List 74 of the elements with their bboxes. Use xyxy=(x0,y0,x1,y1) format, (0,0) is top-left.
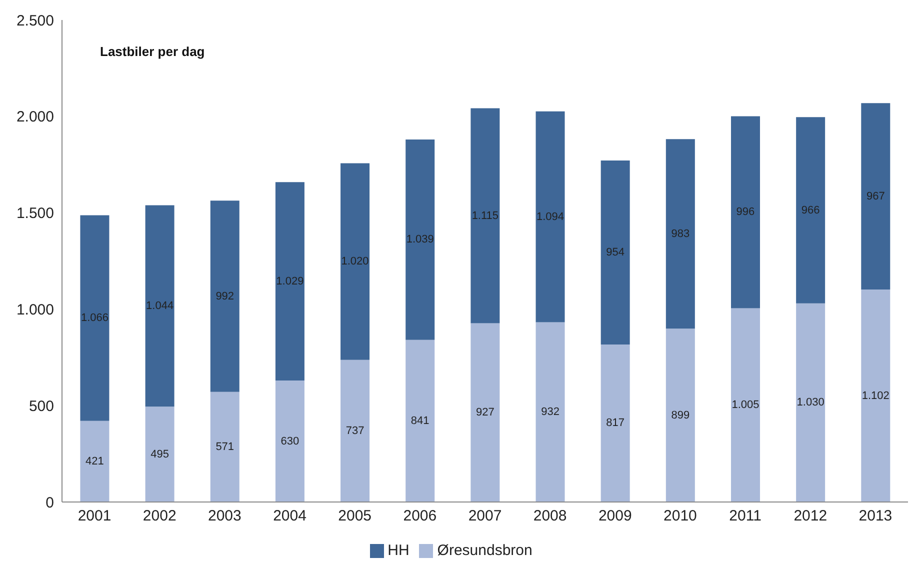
data-label: 841 xyxy=(410,414,430,427)
bar xyxy=(275,380,304,502)
data-label: 1.030 xyxy=(796,396,824,409)
bar xyxy=(666,328,695,502)
y-tick-label: 2.000 xyxy=(16,108,54,126)
bar xyxy=(730,116,760,308)
y-tick-label: 500 xyxy=(28,398,54,415)
data-label: 1.020 xyxy=(341,256,369,268)
text: Lastbiler per dag xyxy=(100,44,205,59)
y-tick-label: 1.000 xyxy=(16,302,54,319)
y-tick-label: 2.500 xyxy=(16,12,54,30)
legend-label: Øresundsbron xyxy=(437,542,532,559)
x-tick-label: 2011 xyxy=(729,508,762,525)
x-tick-label: 2002 xyxy=(142,508,176,525)
bar xyxy=(796,303,826,502)
data-label: 996 xyxy=(736,206,755,218)
x-tick-label: 2007 xyxy=(468,508,502,525)
bar xyxy=(80,420,110,502)
legend-label: HH xyxy=(388,542,410,559)
y-tick-label: 0 xyxy=(46,494,54,512)
bar xyxy=(470,108,500,324)
data-label: 630 xyxy=(280,435,300,448)
x-tick-label: 2006 xyxy=(403,508,437,525)
x-tick-label: 2003 xyxy=(208,508,242,525)
x-tick-label: 2004 xyxy=(273,508,306,525)
bar xyxy=(730,308,760,502)
x-tick-label: 2001 xyxy=(78,508,112,525)
bar xyxy=(340,163,370,360)
bar xyxy=(80,215,110,421)
data-label: 1.005 xyxy=(732,399,760,412)
bar xyxy=(536,322,565,502)
data-label: 1.066 xyxy=(80,312,108,324)
bar xyxy=(470,323,500,502)
bar xyxy=(145,205,174,407)
data-label: 983 xyxy=(671,228,690,240)
bar xyxy=(145,406,174,502)
x-tick-label: 2012 xyxy=(794,508,828,525)
bar xyxy=(406,140,435,340)
data-label: 967 xyxy=(866,190,885,202)
bar xyxy=(275,182,304,381)
data-label: 1.044 xyxy=(146,300,174,312)
x-tick-label: 2008 xyxy=(533,508,567,525)
data-label: 1.094 xyxy=(536,210,564,223)
data-label: 927 xyxy=(476,406,494,419)
x-tick-label: 2009 xyxy=(598,508,632,525)
data-label: 1.115 xyxy=(472,210,499,222)
data-label: 966 xyxy=(801,204,820,216)
data-label: 932 xyxy=(541,406,560,418)
y-tick-label: 1.500 xyxy=(16,205,54,222)
data-label: 992 xyxy=(216,290,234,302)
bar xyxy=(861,290,890,502)
bar xyxy=(210,392,240,502)
x-tick-label: 2010 xyxy=(664,508,697,525)
data-label: 421 xyxy=(86,455,104,468)
data-label: 817 xyxy=(606,417,625,430)
data-label: 737 xyxy=(346,424,364,437)
bar xyxy=(600,344,630,502)
data-label: 1.102 xyxy=(862,390,890,402)
data-label: 571 xyxy=(216,440,234,453)
data-label: 1.029 xyxy=(276,275,304,288)
data-label: 1.039 xyxy=(406,234,434,246)
bar xyxy=(210,200,240,392)
bar xyxy=(406,340,435,502)
bar xyxy=(861,103,890,290)
bar xyxy=(536,111,565,322)
data-label: 954 xyxy=(606,246,625,259)
data-label: 495 xyxy=(150,448,169,460)
bar xyxy=(600,160,630,344)
bar xyxy=(666,139,695,329)
bar xyxy=(796,117,826,304)
x-tick-label: 2013 xyxy=(858,508,892,525)
x-tick-label: 2005 xyxy=(338,508,372,525)
bar xyxy=(340,360,370,502)
data-label: 899 xyxy=(671,409,690,422)
